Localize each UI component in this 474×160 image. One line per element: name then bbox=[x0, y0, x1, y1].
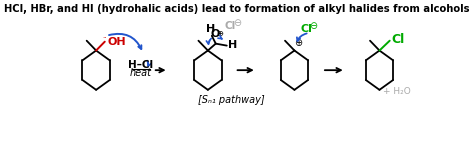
Text: Cl: Cl bbox=[301, 24, 312, 34]
Text: + H₂O: + H₂O bbox=[383, 87, 410, 96]
Text: ⊖: ⊖ bbox=[233, 18, 241, 28]
Text: H–Cl: H–Cl bbox=[128, 60, 154, 70]
Text: ⊖: ⊖ bbox=[309, 21, 318, 31]
Text: H: H bbox=[228, 40, 237, 50]
Text: Cl: Cl bbox=[224, 21, 236, 31]
Text: ⊕: ⊕ bbox=[216, 29, 223, 38]
Text: heat: heat bbox=[130, 68, 152, 78]
Text: ⊕: ⊕ bbox=[294, 38, 302, 48]
Text: O: O bbox=[210, 29, 219, 39]
Text: OH: OH bbox=[107, 37, 126, 47]
Text: [Sₙ₁ pathway]: [Sₙ₁ pathway] bbox=[198, 95, 265, 105]
Text: Cl: Cl bbox=[391, 33, 404, 46]
Text: HCl, HBr, and HI (hydrohalic acids) lead to formation of alkyl halides from alco: HCl, HBr, and HI (hydrohalic acids) lead… bbox=[4, 4, 470, 14]
Text: H: H bbox=[206, 24, 215, 34]
Text: ··: ·· bbox=[102, 35, 106, 41]
